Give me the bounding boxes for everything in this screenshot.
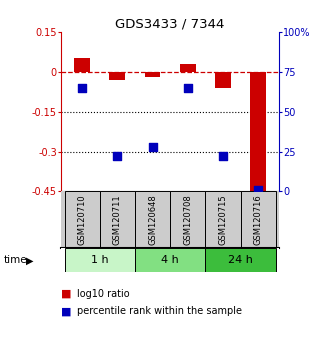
Point (80, 85, 85, 91)
Point (256, 187, 261, 193)
Bar (144, 72, 160, 77)
Bar (100, 192, 135, 249)
Text: GSM120711: GSM120711 (113, 195, 122, 245)
Text: GSM120715: GSM120715 (218, 195, 228, 245)
Bar (180, 64, 196, 72)
Bar (65, 192, 100, 249)
Text: GSM120710: GSM120710 (78, 195, 87, 245)
Bar (135, 192, 170, 249)
Bar (215, 72, 231, 88)
Bar (205, 249, 276, 272)
Text: ▶: ▶ (26, 256, 34, 266)
Bar (65, 249, 135, 272)
Point (221, 154, 226, 159)
Text: log10 ratio: log10 ratio (77, 289, 130, 299)
Text: 1 h: 1 h (91, 256, 108, 266)
Point (115, 154, 120, 159)
Bar (109, 72, 125, 80)
Text: ■: ■ (61, 289, 72, 299)
Text: ■: ■ (61, 306, 72, 316)
Point (185, 85, 190, 91)
Text: GSM120716: GSM120716 (254, 195, 263, 245)
Bar (240, 192, 276, 249)
Bar (250, 72, 266, 192)
Point (150, 144, 155, 150)
Text: GSM120648: GSM120648 (148, 195, 157, 245)
Text: 4 h: 4 h (161, 256, 179, 266)
Text: time: time (3, 256, 27, 266)
Bar (205, 192, 240, 249)
Bar (135, 249, 205, 272)
Text: percentile rank within the sample: percentile rank within the sample (77, 306, 242, 316)
Bar (170, 192, 205, 249)
Title: GDS3433 / 7344: GDS3433 / 7344 (116, 18, 225, 31)
Text: 24 h: 24 h (228, 256, 253, 266)
Text: GSM120708: GSM120708 (183, 195, 192, 245)
Bar (74, 58, 90, 72)
